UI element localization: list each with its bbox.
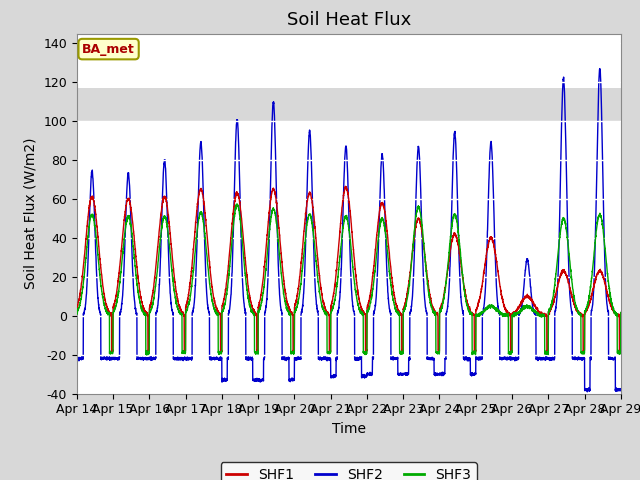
Line: SHF2: SHF2	[77, 69, 621, 392]
SHF3	[502, 312, 509, 317]
Line: SHF3: SHF3	[77, 204, 621, 355]
Legend: SHF1, SHF2, SHF3: SHF1, SHF2, SHF3	[221, 462, 477, 480]
SHF1	[329, 297, 337, 302]
SHF1	[171, 276, 179, 282]
Line: SHF1: SHF1	[77, 186, 621, 353]
SHF1	[616, 348, 624, 354]
SHF2	[471, 372, 479, 378]
SHF1	[471, 347, 479, 353]
SHF1	[441, 288, 449, 294]
SHF1	[253, 350, 261, 356]
SHF1	[617, 310, 625, 316]
SHF3	[441, 290, 449, 296]
SHF2	[616, 388, 624, 394]
Title: Soil Heat Flux: Soil Heat Flux	[287, 11, 411, 29]
SHF3	[171, 290, 179, 296]
SHF1	[73, 304, 81, 310]
SHF1	[502, 306, 509, 312]
SHF2	[584, 389, 591, 395]
SHF2	[502, 356, 509, 361]
SHF3	[234, 201, 241, 207]
SHF2	[171, 357, 179, 363]
Y-axis label: Soil Heat Flux (W/m2): Soil Heat Flux (W/m2)	[24, 138, 38, 289]
Text: BA_met: BA_met	[82, 43, 135, 56]
SHF3	[143, 352, 150, 358]
SHF2	[73, 355, 81, 361]
SHF2	[328, 373, 336, 379]
SHF1	[342, 183, 349, 189]
SHF3	[73, 310, 81, 316]
SHF3	[471, 349, 479, 355]
SHF3	[617, 310, 625, 315]
SHF2	[440, 371, 448, 376]
SHF3	[616, 351, 624, 357]
SHF2	[617, 386, 625, 392]
SHF2	[596, 66, 604, 72]
SHF3	[329, 305, 337, 311]
X-axis label: Time: Time	[332, 422, 366, 436]
Bar	[77, 88, 621, 121]
